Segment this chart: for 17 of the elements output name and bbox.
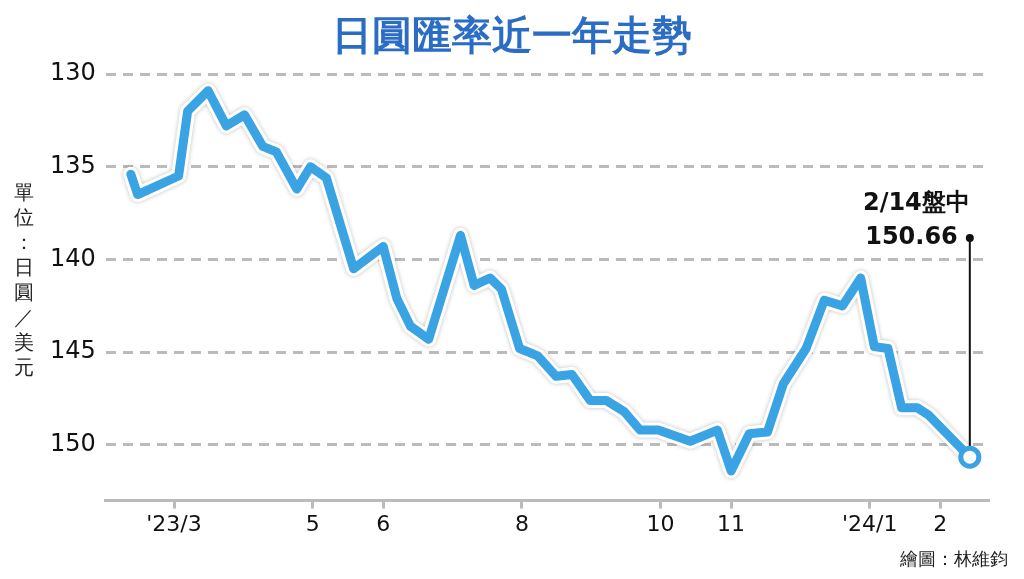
x-tick-label: 8 [514, 510, 529, 536]
y-tick-label: 130 [50, 58, 96, 87]
x-tick-label: '24/1 [842, 510, 898, 536]
y-tick-label: 150 [50, 429, 96, 458]
x-tick-label: 2 [933, 510, 948, 536]
x-tick-label: 6 [376, 510, 391, 536]
x-tick-label: 11 [717, 510, 746, 536]
y-tick-label: 140 [50, 243, 96, 272]
y-tick-label: 135 [50, 150, 96, 179]
x-tick-label: 5 [305, 510, 320, 536]
x-tick-label: 10 [646, 510, 675, 536]
y-tick-label: 145 [50, 336, 96, 365]
annotation: 2/14盤中 150.66 [862, 188, 970, 251]
chart-title: 日圓匯率近一年走勢 [332, 12, 692, 58]
text: 繪圖：林維鈞 [900, 547, 1008, 571]
y-axis-title: 單位：日圓／美元 [13, 180, 35, 380]
x-tick-label: '23/3 [146, 510, 202, 536]
